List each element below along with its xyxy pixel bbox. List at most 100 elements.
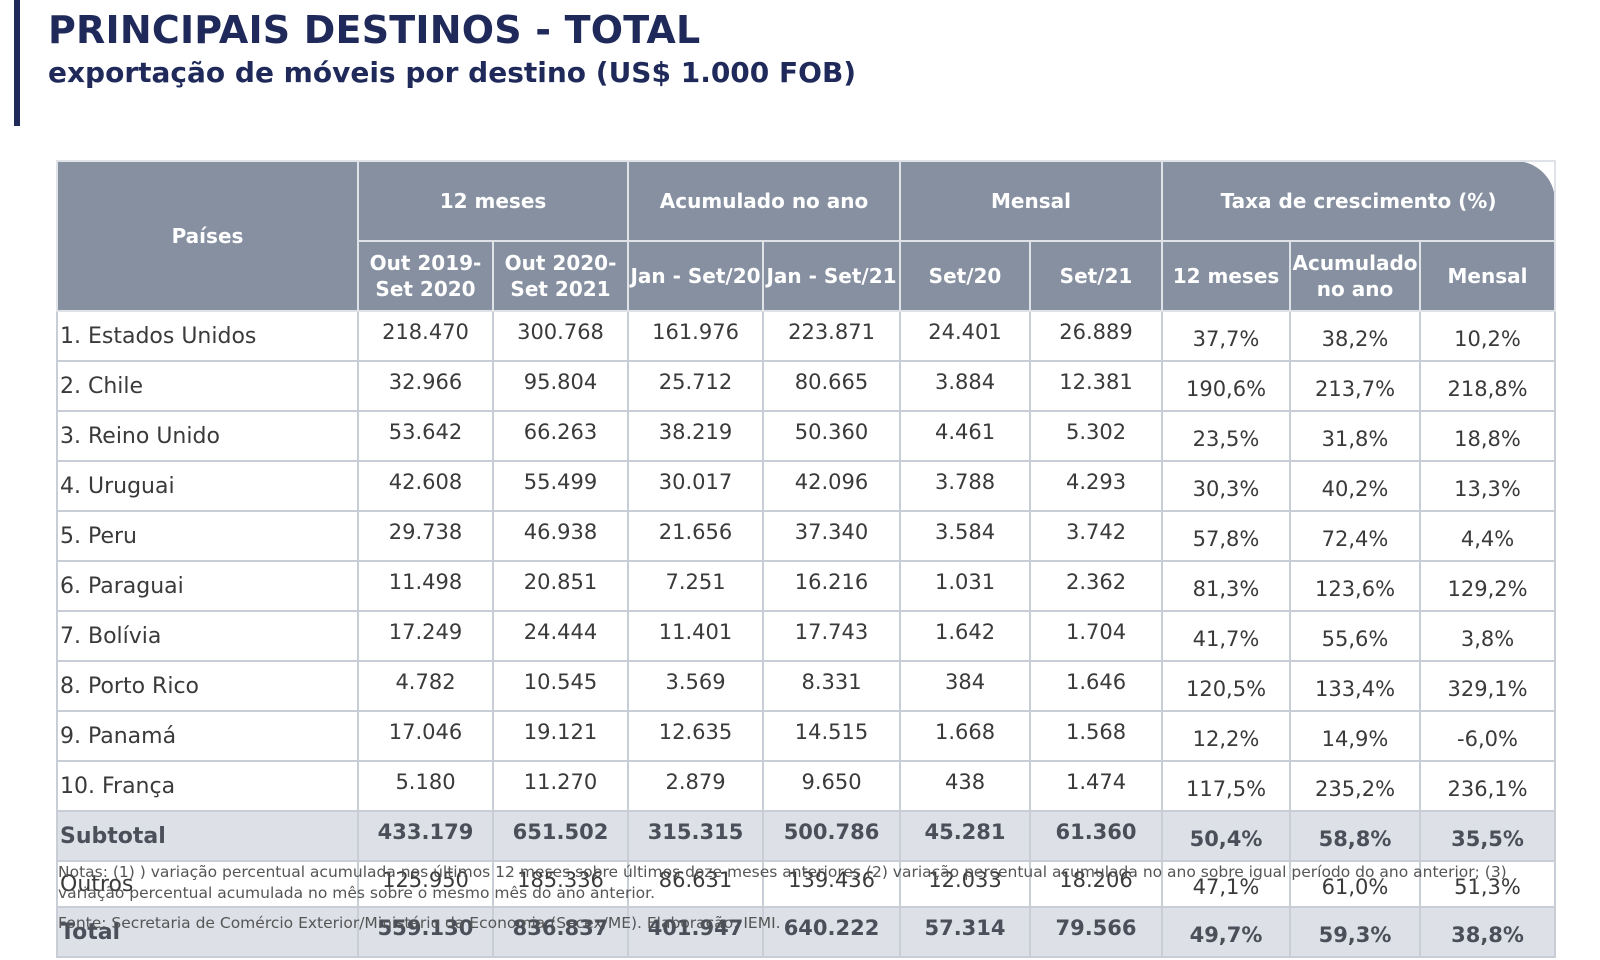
growth-cell: 117,5% [1161,760,1292,812]
growth-cell: 72,4% [1289,510,1422,562]
table-row: 3. Reino Unido 53.642 66.263 38.219 50.360 4.… [56,410,1557,462]
value-cell: 86.631 [627,860,765,908]
growth-cell: 50,4% [1161,810,1292,862]
growth-cell: 218,8% [1419,360,1557,412]
table-row: 10. França 5.180 11.270 2.879 9.650 438 1.474 1… [56,760,1557,812]
value-cell: 218.470 [357,310,494,362]
value-cell: 836.837 [491,906,630,958]
value-cell: 500.786 [762,810,902,862]
growth-cell: 38,8% [1419,906,1557,958]
header-accumulated: Acumulado no ano [627,160,902,242]
value-cell: 185.336 [491,860,630,908]
header-growth-rate: Taxa de crescimento (%) [1161,160,1557,242]
value-cell: 12.381 [1029,360,1164,412]
subheader-growth-monthly: Mensal [1419,240,1557,312]
table-row: 9. Panamá 17.046 19.121 12.635 14.515 1.668 1.… [56,710,1557,762]
growth-cell: 57,8% [1161,510,1292,562]
growth-cell: 30,3% [1161,460,1292,512]
country-cell: Total [56,906,359,958]
page-subtitle: exportação de móveis por destino (US$ 1.… [48,56,857,89]
growth-cell: 4,4% [1419,510,1557,562]
value-cell: 651.502 [491,810,630,862]
value-cell: 3.569 [627,660,765,712]
value-cell: 3.884 [899,360,1032,412]
country-cell: 10. França [56,760,359,812]
value-cell: 2.362 [1029,560,1164,612]
growth-cell: 13,3% [1419,460,1557,512]
growth-cell: 58,8% [1289,810,1422,862]
value-cell: 139.436 [762,860,902,908]
value-cell: 12.635 [627,710,765,762]
value-cell: 2.879 [627,760,765,812]
table-row: 2. Chile 32.966 95.804 25.712 80.665 3.884 12.… [56,360,1557,412]
value-cell: 66.263 [491,410,630,462]
header-12-months: 12 meses [356,160,630,242]
table-row: 5. Peru 29.738 46.938 21.656 37.340 3.584 3.74… [56,510,1557,562]
subheader-accum-2: Jan - Set/21 [762,240,902,312]
value-cell: 401.947 [627,906,765,958]
subheader-month-2: Set/21 [1029,240,1164,312]
value-cell: 1.704 [1029,610,1164,662]
value-cell: 384 [899,660,1032,712]
value-cell: 42.096 [762,460,902,512]
value-cell: 11.498 [357,560,494,612]
growth-cell: 49,7% [1161,906,1292,958]
title-accent-bar [14,0,20,126]
value-cell: 20.851 [491,560,630,612]
country-cell: 8. Porto Rico [56,660,359,712]
value-cell: 32.966 [357,360,494,412]
value-cell: 11.401 [627,610,765,662]
page-title: PRINCIPAIS DESTINOS - TOTAL [48,8,701,52]
subheader-accum-1: Jan - Set/20 [627,240,765,312]
growth-cell: 120,5% [1161,660,1292,712]
value-cell: 25.712 [627,360,765,412]
value-cell: 80.665 [762,360,902,412]
growth-cell: 41,7% [1161,610,1292,662]
value-cell: 1.568 [1029,710,1164,762]
table-body: 1. Estados Unidos 218.470 300.768 161.976 22… [56,310,1557,958]
value-cell: 1.474 [1029,760,1164,812]
growth-cell: 236,1% [1419,760,1557,812]
growth-cell: 213,7% [1289,360,1422,412]
value-cell: 10.545 [491,660,630,712]
value-cell: 53.642 [357,410,494,462]
value-cell: 9.650 [762,760,902,812]
country-cell: 1. Estados Unidos [56,310,359,362]
growth-cell: 59,3% [1289,906,1422,958]
value-cell: 3.584 [899,510,1032,562]
country-cell: 5. Peru [56,510,359,562]
value-cell: 45.281 [899,810,1032,862]
value-cell: 38.219 [627,410,765,462]
growth-cell: 123,6% [1289,560,1422,612]
growth-cell: -6,0% [1419,710,1557,762]
outros-row: Outros 125.950 185.336 86.631 139.436 12.033 1… [56,860,1557,908]
value-cell: 5.180 [357,760,494,812]
value-cell: 315.315 [627,810,765,862]
subheader-growth-12m: 12 meses [1161,240,1292,312]
value-cell: 17.046 [357,710,494,762]
value-cell: 21.656 [627,510,765,562]
value-cell: 4.782 [357,660,494,712]
country-cell: 7. Bolívia [56,610,359,662]
growth-cell: 37,7% [1161,310,1292,362]
growth-cell: 12,2% [1161,710,1292,762]
value-cell: 5.302 [1029,410,1164,462]
subheader-period-2: Out 2020- Set 2021 [491,240,630,312]
value-cell: 12.033 [899,860,1032,908]
value-cell: 4.293 [1029,460,1164,512]
value-cell: 57.314 [899,906,1032,958]
country-cell: Subtotal [56,810,359,862]
country-cell: 4. Uruguai [56,460,359,512]
value-cell: 37.340 [762,510,902,562]
growth-cell: 235,2% [1289,760,1422,812]
growth-cell: 51,3% [1419,860,1557,908]
growth-cell: 18,8% [1419,410,1557,462]
table-row: 4. Uruguai 42.608 55.499 30.017 42.096 3.788 4… [56,460,1557,512]
header-countries: Países [56,160,359,312]
value-cell: 3.788 [899,460,1032,512]
value-cell: 50.360 [762,410,902,462]
growth-cell: 35,5% [1419,810,1557,862]
growth-cell: 31,8% [1289,410,1422,462]
country-cell: 6. Paraguai [56,560,359,612]
growth-cell: 81,3% [1161,560,1292,612]
